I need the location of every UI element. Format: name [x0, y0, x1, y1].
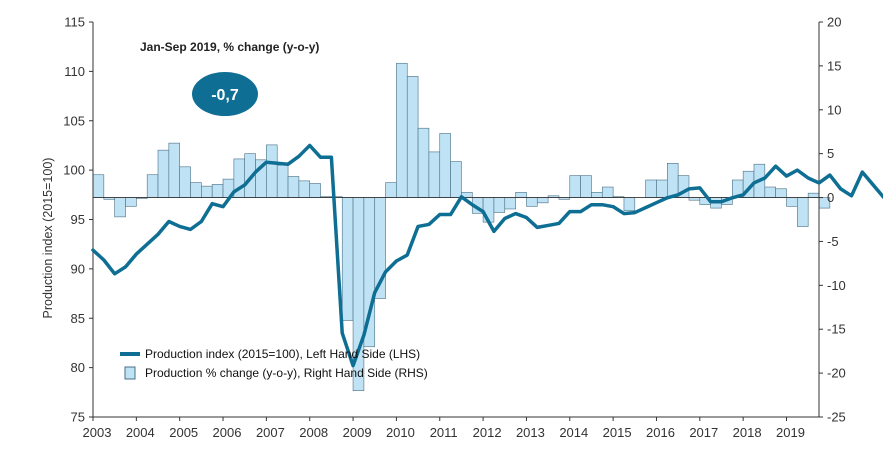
x-tick-label: 2015: [603, 425, 632, 440]
x-tick-label: 2010: [386, 425, 415, 440]
bar: [623, 197, 636, 212]
bar-series-yoy-change: [92, 62, 831, 391]
y-left-tick-label: 110: [64, 64, 85, 79]
y-left-tick-label: 75: [71, 410, 85, 425]
badge: -0,7: [192, 72, 258, 116]
x-tick-label: 2003: [83, 425, 112, 440]
chart-annotation: Jan-Sep 2019, % change (y-o-y): [140, 40, 319, 54]
tick-labels: 115110105100959085807520151050-5-10-15-2…: [63, 15, 846, 441]
y-right-tick-label: -15: [827, 322, 846, 337]
badge-value: -0,7: [211, 87, 239, 104]
index-line: [91, 143, 883, 368]
bar: [125, 197, 137, 207]
y-left-tick-label: 80: [71, 360, 85, 375]
x-tick-label: 2009: [343, 425, 372, 440]
y-left-tick-label: 100: [63, 163, 85, 178]
bar: [786, 197, 798, 207]
x-tick-label: 2018: [733, 425, 762, 440]
bar: [276, 164, 289, 198]
axes: [92, 22, 820, 418]
bar: [428, 151, 441, 198]
x-tick-label: 2011: [430, 425, 458, 440]
bar: [591, 191, 603, 198]
x-tick-label: 2005: [169, 425, 198, 440]
x-tick-label: 2014: [559, 425, 588, 440]
bar: [341, 197, 354, 321]
bar: [807, 192, 820, 198]
bar: [797, 197, 809, 227]
bar: [580, 175, 592, 198]
bar: [157, 149, 170, 198]
x-tick-label: 2006: [213, 425, 242, 440]
y-left-tick-label: 95: [71, 212, 85, 227]
bar: [569, 175, 581, 198]
bar: [601, 186, 614, 198]
bar: [417, 127, 430, 198]
x-tick-label: 2019: [776, 425, 805, 440]
y-axis-left-title: Production index (2015=100): [41, 158, 55, 319]
y-right-tick-label: 10: [827, 102, 841, 117]
bar: [114, 197, 126, 218]
bar: [536, 197, 549, 204]
bar: [656, 179, 668, 198]
x-tick-label: 2016: [646, 425, 675, 440]
y-left-tick-label: 85: [71, 311, 85, 326]
bar: [526, 197, 538, 207]
x-tick-label: 2013: [516, 425, 545, 440]
y-right-tick-label: -5: [827, 234, 839, 249]
y-right-tick-label: -25: [827, 410, 846, 425]
bar: [775, 188, 787, 198]
bar: [146, 174, 159, 198]
legend-label-line: Production index (2015=100), Left Hand S…: [145, 347, 420, 361]
bar: [504, 197, 516, 210]
x-tick-label: 2004: [126, 425, 155, 440]
bar: [385, 182, 397, 198]
bar: [493, 197, 506, 213]
y-left-tick-label: 115: [64, 15, 85, 30]
x-tick-label: 2012: [473, 425, 502, 440]
bar: [764, 186, 776, 198]
bar: [515, 191, 527, 198]
y-right-tick-label: -20: [827, 366, 846, 381]
x-tick-label: 2017: [689, 425, 718, 440]
y-right-tick-label: 5: [827, 146, 834, 161]
bar: [190, 182, 202, 198]
x-tick-label: 2007: [256, 425, 285, 440]
y-left-tick-label: 90: [71, 261, 85, 276]
y-right-tick-label: 0: [827, 190, 834, 205]
legend: Production index (2015=100), Left Hand S…: [120, 347, 428, 380]
y-right-tick-label: 15: [827, 58, 841, 73]
legend-label-bar: Production % change (y-o-y), Right Hand …: [145, 366, 428, 380]
bar: [666, 163, 679, 198]
y-right-tick-label: 20: [827, 15, 841, 30]
bar: [92, 174, 105, 198]
bar: [309, 183, 321, 198]
bar: [266, 144, 278, 198]
bar: [298, 180, 311, 198]
bar: [450, 161, 462, 198]
bar: [645, 179, 657, 198]
bar: [211, 184, 224, 198]
bar: [396, 62, 408, 198]
line-series-production-index: [91, 143, 883, 368]
y-left-tick-label: 105: [63, 113, 85, 128]
bar: [179, 166, 191, 198]
bar: [439, 133, 451, 198]
bar: [168, 142, 180, 198]
badge-ellipse: [192, 72, 258, 116]
bar: [201, 185, 213, 198]
legend-bar-swatch: [124, 366, 136, 380]
y-right-tick-label: -10: [827, 278, 846, 293]
bar: [287, 176, 300, 198]
bar: [406, 76, 419, 198]
x-tick-label: 2008: [299, 425, 328, 440]
